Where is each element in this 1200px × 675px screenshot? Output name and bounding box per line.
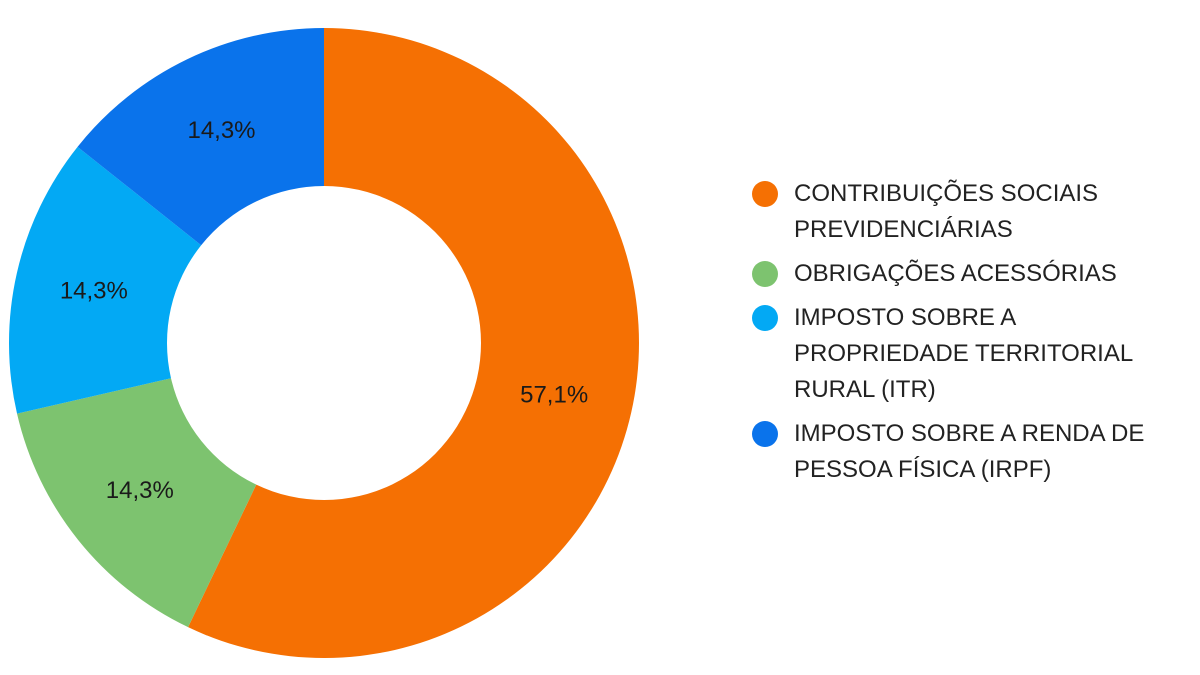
- legend-swatch-irpf: [752, 421, 778, 447]
- slice-label-contribuicoes: 57,1%: [520, 382, 588, 409]
- slice-obrigacoes: [17, 378, 257, 628]
- legend-item-contribuicoes: CONTRIBUIÇÕES SOCIAIS PREVIDENCIÁRIAS: [752, 176, 1192, 248]
- slice-label-obrigacoes: 14,3%: [106, 477, 174, 504]
- donut-chart: 57,1% 14,3% 14,3% 14,3%: [8, 28, 639, 658]
- legend-swatch-obrigacoes: [752, 261, 778, 287]
- slice-labels-group: 57,1% 14,3% 14,3% 14,3%: [60, 117, 588, 504]
- legend-swatch-itr: [752, 305, 778, 331]
- legend-label-obrigacoes: OBRIGAÇÕES ACESSÓRIAS: [794, 260, 1117, 287]
- legend-label-irpf: IMPOSTO SOBRE A RENDA DE PESSOA FÍSICA (…: [794, 420, 1145, 483]
- legend-item-obrigacoes: OBRIGAÇÕES ACESSÓRIAS: [752, 256, 1192, 292]
- legend-label-contribuicoes: CONTRIBUIÇÕES SOCIAIS PREVIDENCIÁRIAS: [794, 180, 1099, 243]
- slices-group: [8, 28, 639, 658]
- slice-label-irpf: 14,3%: [187, 117, 255, 144]
- slice-itr: [8, 146, 202, 414]
- legend: CONTRIBUIÇÕES SOCIAIS PREVIDENCIÁRIAS OBR…: [752, 176, 1192, 496]
- slice-irpf: [77, 28, 324, 246]
- slice-contribuicoes: [188, 28, 639, 658]
- legend-item-itr: IMPOSTO SOBRE A PROPRIEDADE TERRITORIAL …: [752, 300, 1192, 408]
- legend-swatch-contribuicoes: [752, 181, 778, 207]
- slice-label-itr: 14,3%: [60, 277, 128, 304]
- legend-label-itr: IMPOSTO SOBRE A PROPRIEDADE TERRITORIAL …: [794, 304, 1133, 403]
- legend-item-irpf: IMPOSTO SOBRE A RENDA DE PESSOA FÍSICA (…: [752, 416, 1192, 488]
